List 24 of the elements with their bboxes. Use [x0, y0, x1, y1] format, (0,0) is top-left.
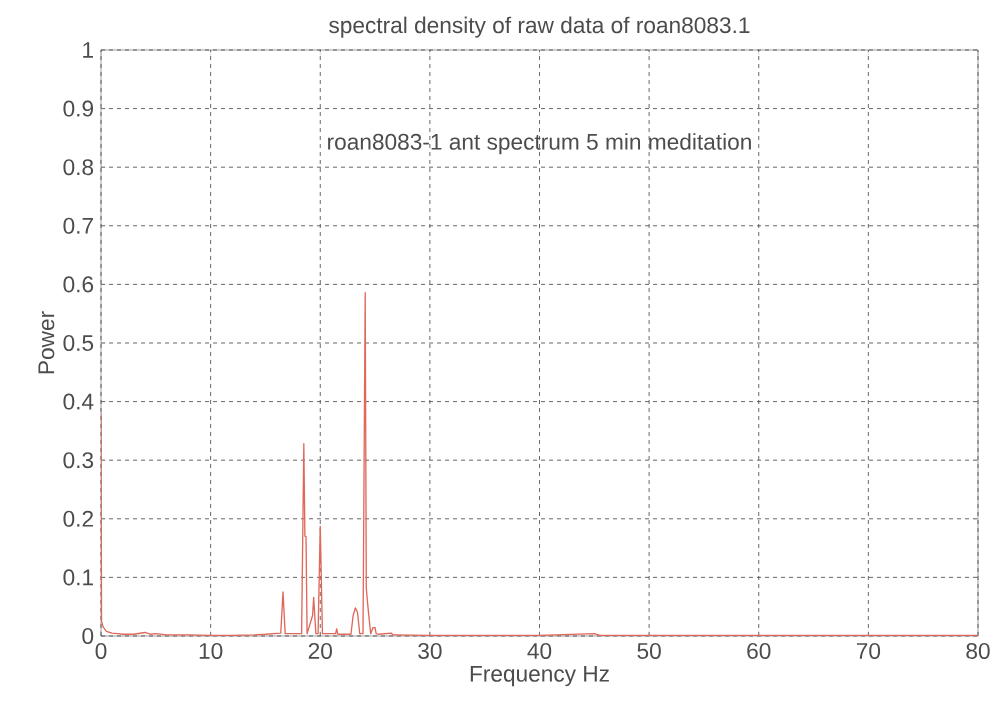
chart-title: spectral density of raw data of roan8083.1: [329, 16, 750, 38]
y-tick-label: 0.4: [63, 393, 94, 410]
y-axis-title: Power: [38, 311, 55, 374]
x-tick-label: 40: [527, 642, 552, 659]
x-tick-label: 10: [199, 642, 223, 659]
y-tick-label: 0.7: [63, 217, 93, 234]
x-tick-label: 50: [637, 642, 661, 659]
x-tick-label: 60: [747, 642, 771, 659]
y-tick-label: 0.5: [63, 334, 94, 352]
y-tick-label: 0.6: [63, 276, 94, 293]
y-tick-label: 0.2: [63, 510, 93, 527]
y-tick-label: 0.9: [63, 100, 94, 117]
x-tick-label: 30: [418, 642, 442, 659]
y-tick-label: 0.3: [63, 452, 94, 469]
x-axis-title: Frequency Hz: [470, 665, 609, 687]
x-tick-label: 80: [966, 642, 990, 659]
x-tick-label: 20: [308, 642, 332, 659]
x-tick-label: 0: [95, 642, 107, 659]
annotation: roan8083-1 ant spectrum 5 min meditation: [328, 133, 751, 155]
y-tick-label: 1: [83, 42, 93, 58]
x-tick-label: 70: [856, 642, 881, 659]
y-tick-label: 0.1: [63, 569, 93, 586]
y-tick-label: 0: [82, 627, 94, 645]
y-tick-label: 0.8: [63, 159, 94, 176]
